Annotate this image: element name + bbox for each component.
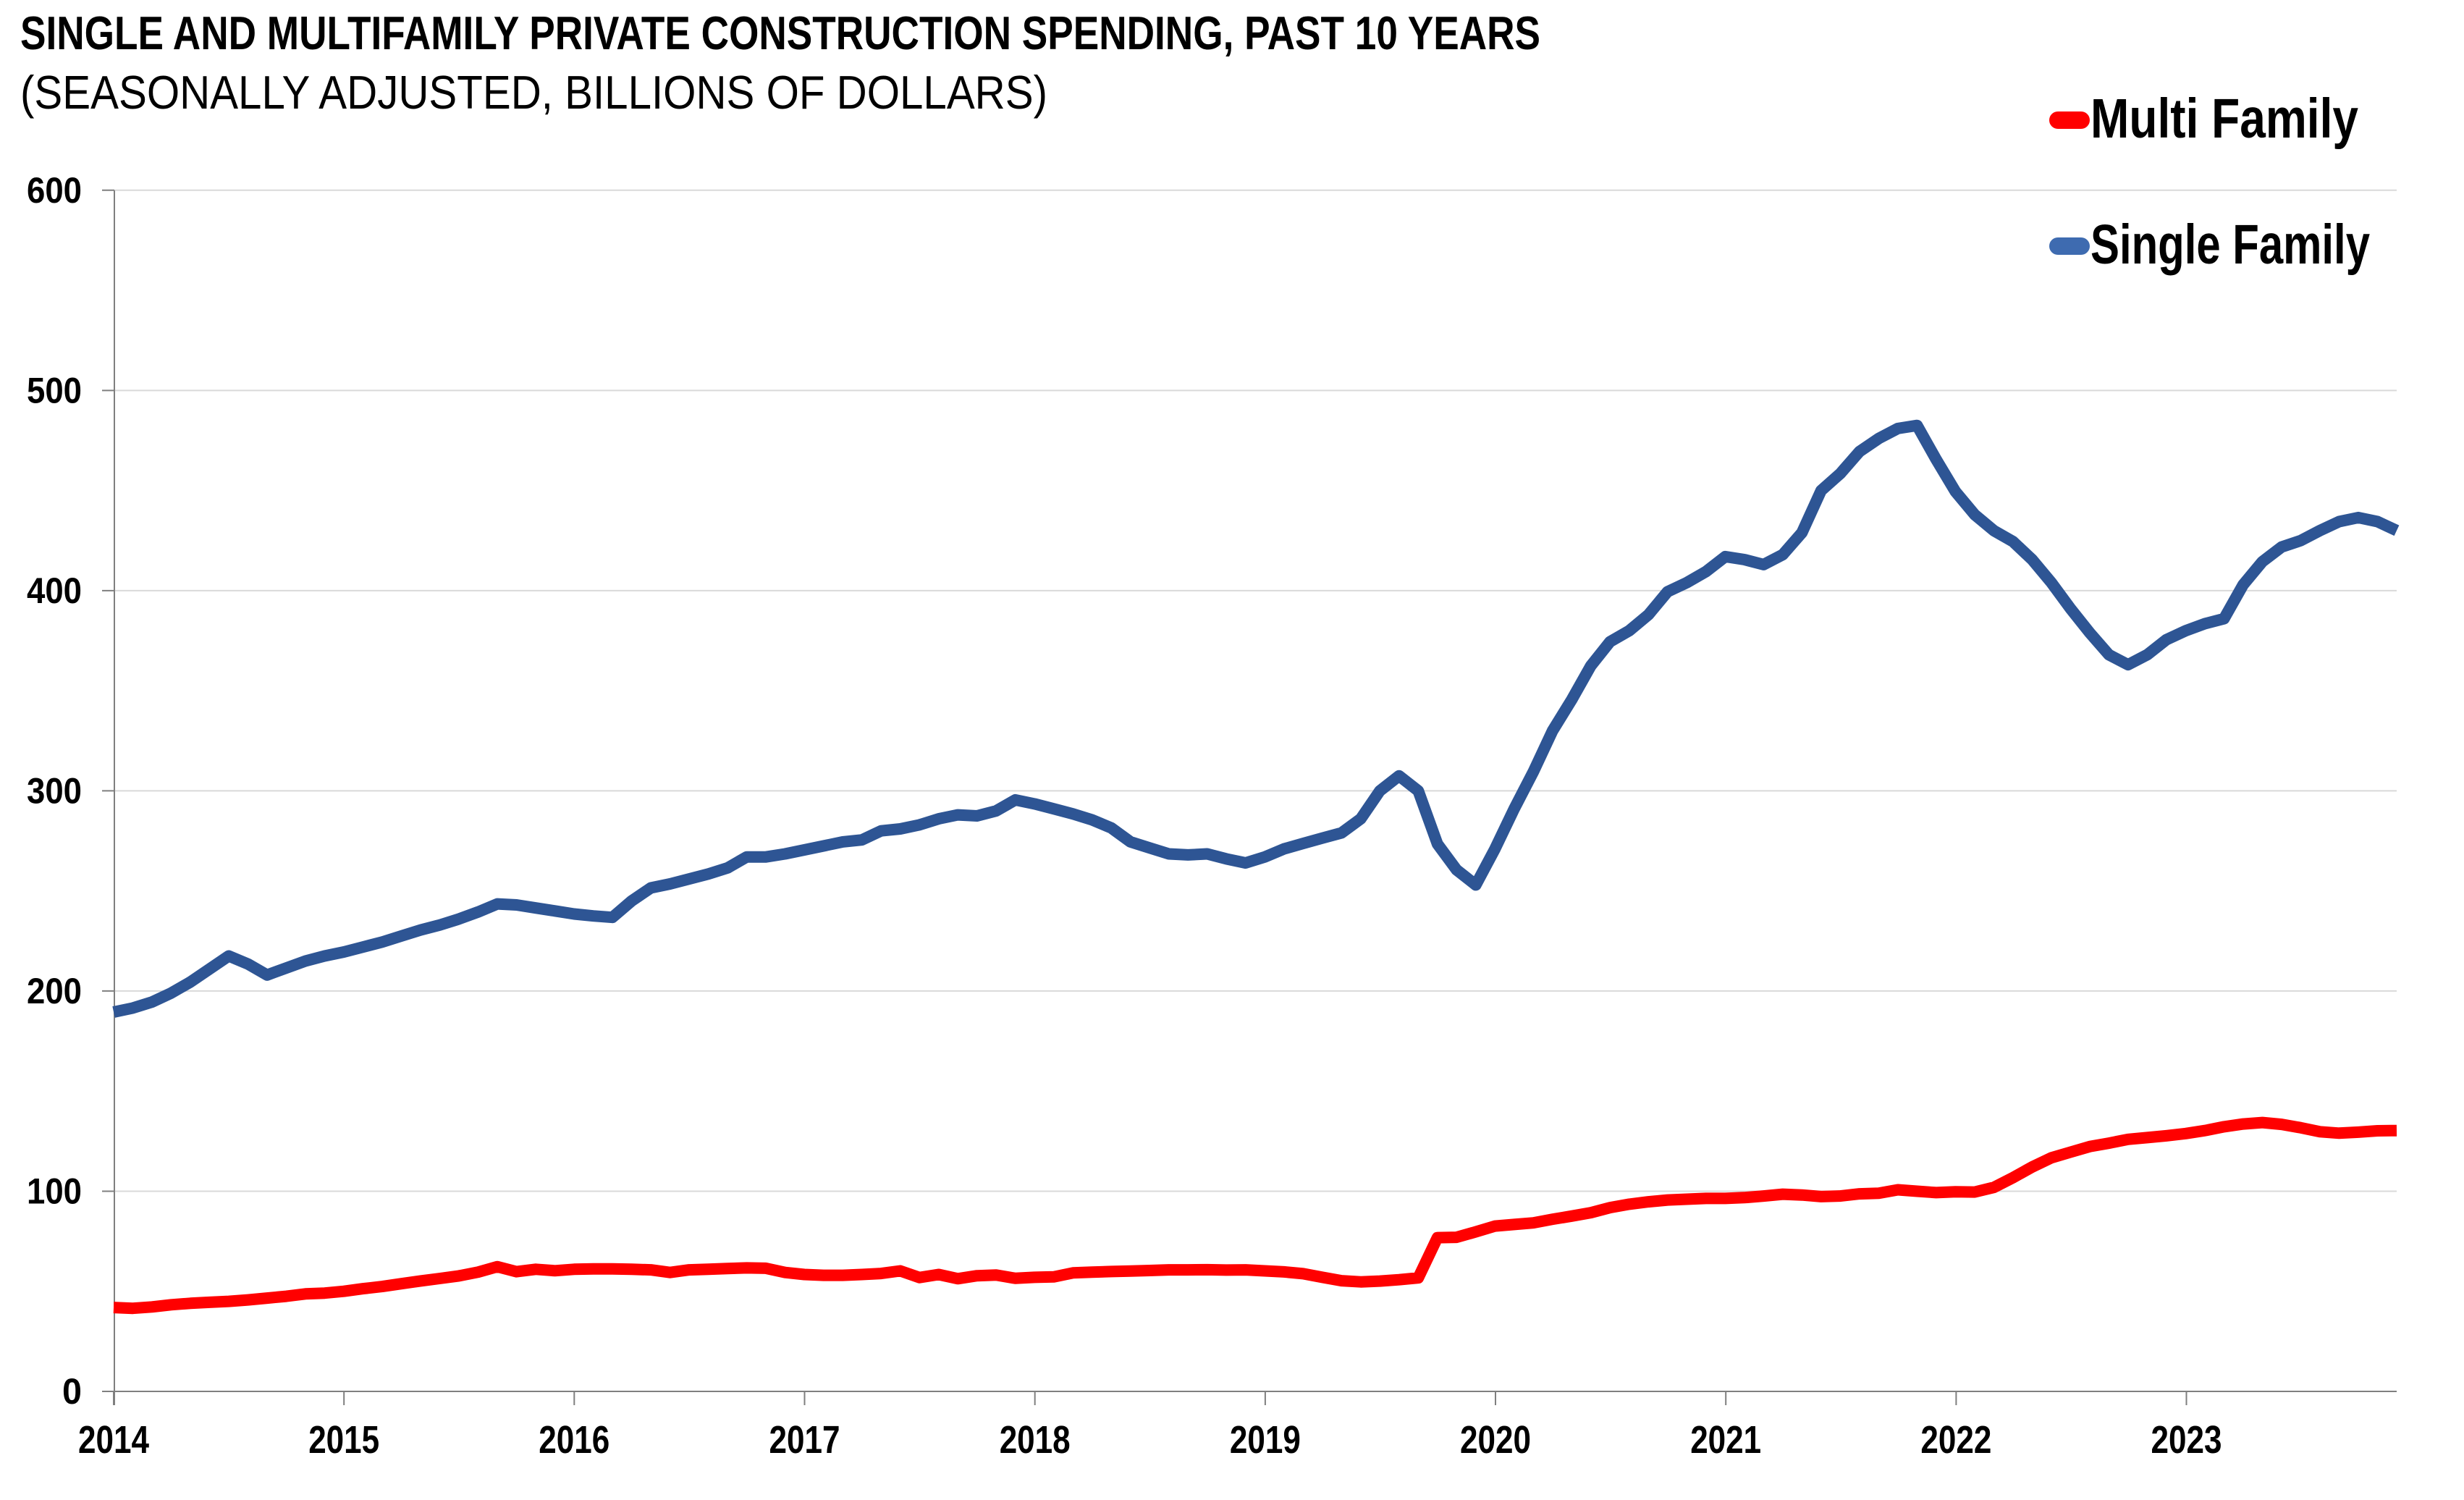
svg-text:2018: 2018 <box>1000 1418 1071 1462</box>
svg-text:2019: 2019 <box>1230 1418 1301 1462</box>
svg-text:0: 0 <box>62 1371 82 1412</box>
svg-text:(SEASONALLY ADJUSTED, BILLIONS: (SEASONALLY ADJUSTED, BILLIONS OF DOLLAR… <box>20 66 1047 119</box>
svg-text:100: 100 <box>27 1171 82 1212</box>
svg-text:400: 400 <box>27 570 82 611</box>
svg-text:2023: 2023 <box>2151 1418 2222 1462</box>
svg-text:SINGLE AND MULTIFAMILY PRIVATE: SINGLE AND MULTIFAMILY PRIVATE CONSTRUCT… <box>20 7 1540 59</box>
svg-text:2014: 2014 <box>78 1418 149 1462</box>
svg-text:2016: 2016 <box>539 1418 609 1462</box>
svg-text:Multi Family: Multi Family <box>2090 88 2358 150</box>
svg-text:500: 500 <box>27 370 82 410</box>
svg-text:2017: 2017 <box>769 1418 840 1462</box>
svg-text:2020: 2020 <box>1460 1418 1531 1462</box>
svg-text:Single Family: Single Family <box>2090 214 2370 276</box>
svg-text:2015: 2015 <box>308 1418 379 1462</box>
svg-text:2022: 2022 <box>1920 1418 1991 1462</box>
svg-text:600: 600 <box>27 170 82 211</box>
svg-text:300: 300 <box>27 770 82 811</box>
svg-text:2021: 2021 <box>1690 1418 1761 1462</box>
svg-text:200: 200 <box>27 971 82 1011</box>
